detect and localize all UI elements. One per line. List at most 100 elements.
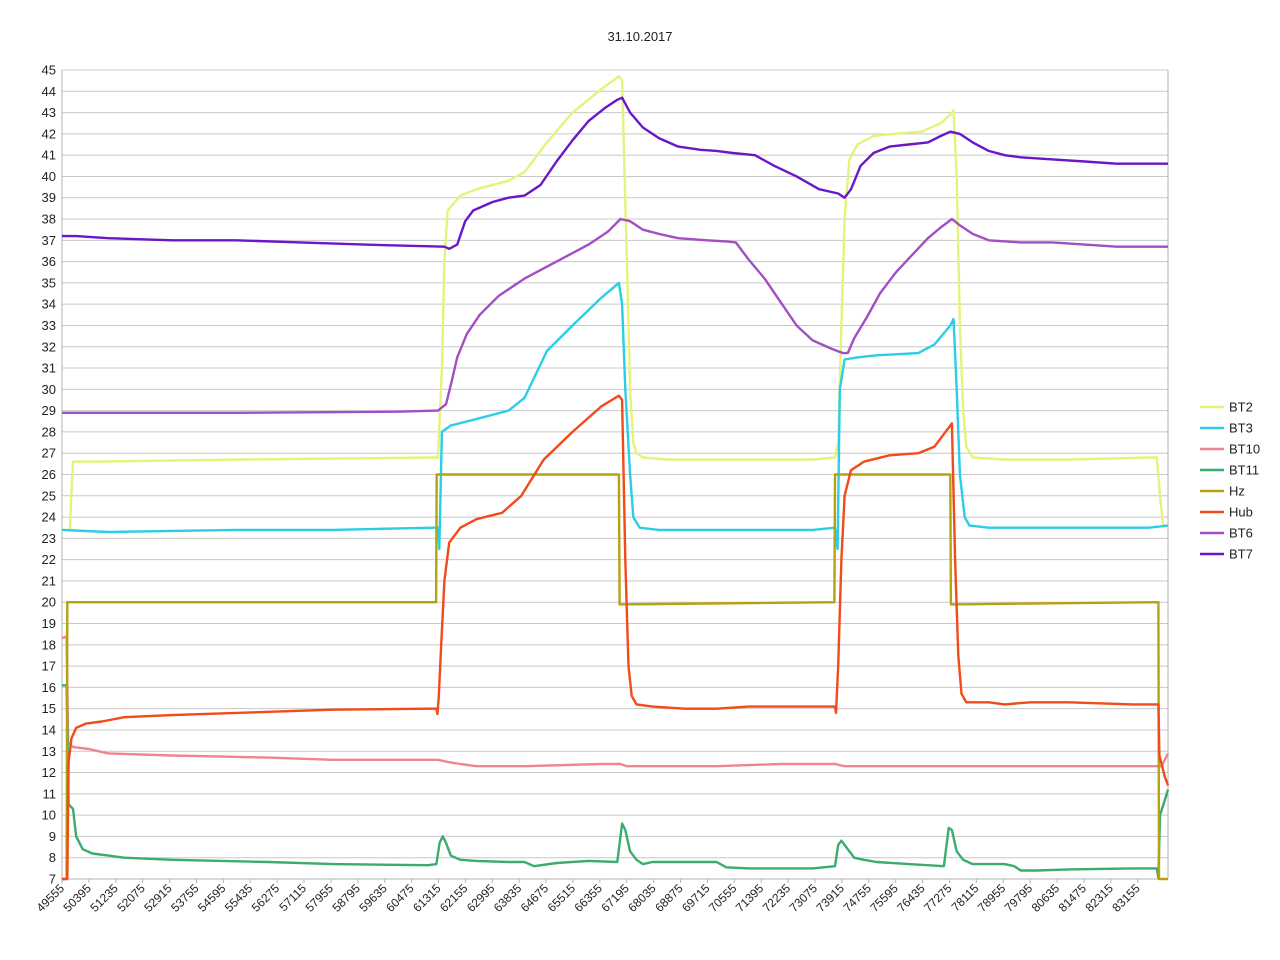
y-tick-label: 29 bbox=[42, 403, 56, 418]
x-tick-label: 73075 bbox=[787, 881, 821, 915]
y-tick-label: 27 bbox=[42, 446, 56, 461]
y-tick-label: 35 bbox=[42, 275, 56, 290]
y-tick-label: 23 bbox=[42, 531, 56, 546]
y-tick-label: 10 bbox=[42, 808, 56, 823]
x-tick-label: 60475 bbox=[383, 881, 417, 915]
y-tick-label: 34 bbox=[42, 297, 56, 312]
x-tick-label: 57955 bbox=[303, 881, 337, 915]
x-tick-label: 52075 bbox=[114, 881, 148, 915]
x-axis-tick-labels: 4955550395512355207552915537555459555435… bbox=[34, 881, 1143, 915]
x-tick-label: 79795 bbox=[1002, 881, 1036, 915]
x-tick-label: 71395 bbox=[733, 881, 767, 915]
y-tick-label: 12 bbox=[42, 765, 56, 780]
y-tick-label: 36 bbox=[42, 254, 56, 269]
grid-lines bbox=[62, 69, 1168, 880]
legend-label: Hz bbox=[1229, 484, 1245, 499]
x-tick-label: 50395 bbox=[61, 881, 95, 915]
x-tick-label: 63835 bbox=[491, 881, 525, 915]
x-tick-label: 78955 bbox=[975, 881, 1009, 915]
y-tick-label: 31 bbox=[42, 361, 56, 376]
x-tick-label: 82315 bbox=[1082, 881, 1116, 915]
y-tick-label: 40 bbox=[42, 169, 56, 184]
y-tick-label: 26 bbox=[42, 467, 56, 482]
series-line-hub bbox=[62, 394, 1170, 881]
y-tick-label: 30 bbox=[42, 382, 56, 397]
x-tick-label: 53755 bbox=[168, 881, 202, 915]
x-tick-label: 57115 bbox=[276, 881, 309, 914]
x-tick-label: 69715 bbox=[679, 881, 713, 915]
y-tick-label: 43 bbox=[42, 105, 56, 120]
x-tick-label: 54595 bbox=[195, 881, 229, 915]
x-tick-label: 70555 bbox=[706, 881, 740, 915]
y-tick-label: 9 bbox=[49, 829, 56, 844]
y-tick-label: 42 bbox=[42, 126, 56, 141]
legend-label: BT10 bbox=[1229, 442, 1260, 457]
x-tick-label: 67195 bbox=[598, 881, 632, 915]
y-tick-label: 18 bbox=[42, 637, 56, 652]
y-tick-label: 39 bbox=[42, 190, 56, 205]
legend-label: BT2 bbox=[1229, 400, 1253, 415]
y-tick-label: 19 bbox=[42, 616, 56, 631]
series-line-hz bbox=[62, 473, 1168, 881]
series-line-bt10 bbox=[61, 635, 1170, 768]
legend-label: BT7 bbox=[1229, 547, 1253, 562]
legend-label: BT3 bbox=[1229, 421, 1253, 436]
x-tick-label: 68875 bbox=[652, 881, 686, 915]
series-line-bt6 bbox=[62, 217, 1168, 414]
y-tick-label: 22 bbox=[42, 552, 56, 567]
axes bbox=[61, 70, 1169, 883]
y-tick-label: 45 bbox=[42, 63, 56, 78]
x-tick-label: 58795 bbox=[329, 881, 363, 915]
y-tick-label: 28 bbox=[42, 424, 56, 439]
x-tick-label: 59635 bbox=[356, 881, 390, 915]
chart-title: 31.10.2017 bbox=[607, 29, 672, 44]
y-tick-label: 7 bbox=[49, 872, 56, 887]
legend-label: BT6 bbox=[1229, 526, 1253, 541]
legend-label: BT11 bbox=[1229, 463, 1259, 478]
y-tick-label: 8 bbox=[49, 850, 56, 865]
x-tick-label: 73915 bbox=[814, 881, 848, 915]
x-tick-label: 78115 bbox=[949, 881, 982, 914]
series-line-bt11 bbox=[62, 684, 1170, 880]
y-tick-label: 33 bbox=[42, 318, 56, 333]
y-tick-label: 38 bbox=[42, 212, 56, 227]
x-tick-label: 65515 bbox=[545, 881, 579, 915]
x-tick-label: 66355 bbox=[571, 881, 605, 915]
y-tick-label: 15 bbox=[42, 701, 56, 716]
y-tick-label: 41 bbox=[42, 148, 56, 163]
x-tick-label: 64675 bbox=[518, 881, 552, 915]
x-tick-label: 75595 bbox=[867, 881, 901, 915]
y-tick-label: 16 bbox=[42, 680, 56, 695]
y-tick-label: 37 bbox=[42, 233, 56, 248]
y-tick-label: 20 bbox=[42, 595, 56, 610]
series-line-bt3 bbox=[61, 281, 1169, 551]
legend-label: Hub bbox=[1229, 505, 1253, 520]
x-tick-label: 52915 bbox=[141, 881, 175, 915]
legend: BT2 BT3 BT10 BT11 Hz Hub BT6 BT7 bbox=[1200, 400, 1260, 562]
x-tick-label: 61315 bbox=[410, 881, 444, 915]
x-tick-label: 81475 bbox=[1056, 881, 1090, 915]
x-tick-label: 77275 bbox=[921, 881, 955, 915]
x-tick-label: 80635 bbox=[1029, 881, 1063, 915]
x-tick-label: 56275 bbox=[249, 881, 283, 915]
y-tick-label: 24 bbox=[42, 510, 56, 525]
y-tick-label: 32 bbox=[42, 339, 56, 354]
x-tick-label: 62155 bbox=[437, 881, 471, 915]
x-tick-label: 68035 bbox=[625, 881, 659, 915]
y-tick-label: 17 bbox=[42, 659, 56, 674]
x-tick-label: 51235 bbox=[87, 881, 121, 915]
x-tick-label: 76435 bbox=[894, 881, 928, 915]
y-tick-label: 11 bbox=[43, 786, 57, 801]
y-tick-label: 21 bbox=[42, 573, 56, 588]
x-tick-label: 83155 bbox=[1109, 881, 1143, 915]
x-tick-label: 62995 bbox=[464, 881, 498, 915]
series-line-bt2 bbox=[62, 75, 1168, 532]
y-tick-label: 13 bbox=[42, 744, 56, 759]
series-lines bbox=[61, 75, 1170, 881]
y-tick-label: 14 bbox=[42, 722, 56, 737]
series-line-bt7 bbox=[62, 96, 1168, 250]
y-axis-tick-labels: 7 8 9 10 11 12 13 14 15 16 17 18 19 20 21 22 23 24 25 26 27 2… bbox=[42, 63, 56, 887]
y-tick-label: 44 bbox=[42, 84, 56, 99]
x-tick-label: 74755 bbox=[840, 881, 874, 915]
